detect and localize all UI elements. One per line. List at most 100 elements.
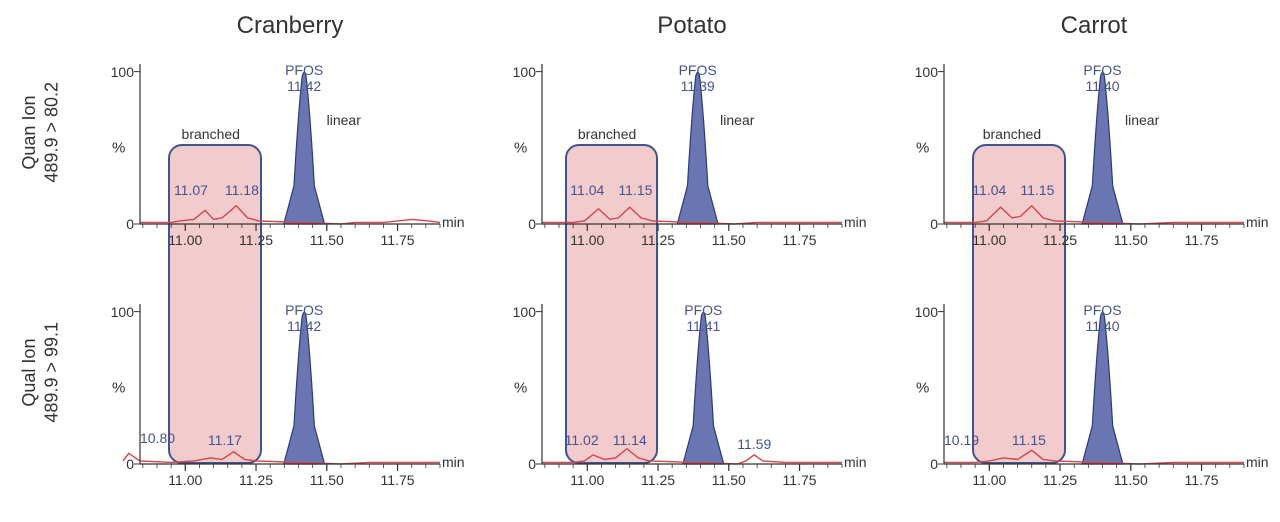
ytick-label: 100 [908,64,938,80]
ytick-label: 0 [908,456,938,472]
peak-annotation: 11.15 [1012,432,1046,448]
peak-annotation: 11.02 [565,432,599,448]
peak-annotation: PFOS [285,62,323,78]
chromatogram-panel: 010011.0011.2511.5011.75%minPFOS11.40lin… [904,54,1264,254]
xtick-label: 11.00 [972,472,1006,488]
column-title: Potato [657,12,726,40]
peak-annotation: 11.41 [686,318,720,334]
ytick-label: 0 [104,216,134,232]
chart-svg [100,294,460,494]
chart-svg [502,294,862,494]
peak-annotation: PFOS [1083,62,1121,78]
peak-annotation: 11.04 [972,182,1006,198]
x-axis-unit: min [1246,454,1269,470]
chromatogram-panel: 010011.0011.2511.5011.75%minPFOS11.4210.… [100,294,460,494]
pfos-peak [284,72,325,224]
peak-annotation: 10.19 [944,432,979,448]
xtick-label: 11.75 [381,232,415,248]
row-label: Qual Ion 489.9 > 99.1 [18,322,63,423]
x-axis-unit: min [844,454,867,470]
xtick-label: 11.50 [1114,232,1148,248]
xtick-label: 11.50 [1114,472,1148,488]
peak-annotation: 11.04 [570,182,604,198]
pfos-peak [683,312,724,464]
chromatogram-panel: 010011.0011.2511.5011.75%minPFOS11.4010.… [904,294,1264,494]
chart-svg [904,54,1264,254]
xtick-label: 11.75 [783,472,817,488]
peak-annotation: linear [720,112,754,128]
xtick-label: 11.50 [712,232,746,248]
xtick-label: 11.00 [168,232,202,248]
peak-annotation: PFOS [1083,302,1121,318]
peak-annotation: 11.40 [1085,78,1119,94]
chromatogram-panel: 010011.0011.2511.5011.75%minPFOS11.39lin… [502,54,862,254]
ytick-label: 0 [908,216,938,232]
peak-annotation: 11.59 [737,436,771,452]
row-label: Quan Ion 489.9 > 80.2 [18,82,63,183]
y-axis-label: % [916,139,929,156]
peak-annotation: 11.42 [287,318,321,334]
xtick-label: 11.75 [381,472,415,488]
xtick-label: 11.75 [783,232,817,248]
ytick-label: 100 [908,304,938,320]
column-title: Cranberry [237,12,344,40]
xtick-label: 11.75 [1185,472,1219,488]
y-axis-label: % [916,379,929,396]
peak-annotation: PFOS [285,302,323,318]
pfos-peak [284,312,325,464]
trace-line [123,452,440,464]
xtick-label: 11.50 [310,472,344,488]
peak-annotation: PFOS [684,302,722,318]
ytick-label: 0 [506,456,536,472]
xtick-label: 11.50 [310,232,344,248]
ytick-label: 100 [104,64,134,80]
xtick-label: 11.25 [641,472,675,488]
chromatogram-figure: Cranberry Potato Carrot Quan Ion 489.9 > 80… [0,0,1280,522]
chromatogram-panel: 010011.0011.2511.5011.75%minPFOS11.4111.… [502,294,862,494]
peak-annotation: 11.15 [1020,182,1054,198]
x-axis-unit: min [1246,214,1269,230]
pfos-peak [677,72,718,224]
chart-svg [100,54,460,254]
chromatogram-panel: 010011.0011.2511.5011.75%minPFOS11.42lin… [100,54,460,254]
xtick-label: 11.00 [570,472,604,488]
peak-annotation: branched [983,126,1041,142]
x-axis-unit: min [844,214,867,230]
chart-svg [904,294,1264,494]
peak-annotation: 11.42 [287,78,321,94]
peak-annotation: linear [1125,112,1159,128]
peak-annotation: 11.15 [618,182,652,198]
x-axis-unit: min [442,454,465,470]
peak-annotation: 11.14 [613,432,647,448]
xtick-label: 11.00 [972,232,1006,248]
peak-annotation: 11.07 [174,182,208,198]
peak-annotation: 11.40 [1085,318,1119,334]
xtick-label: 11.25 [239,232,273,248]
peak-annotation: 11.17 [208,432,242,448]
xtick-label: 11.25 [641,232,675,248]
pfos-peak [1082,72,1123,224]
peak-annotation: PFOS [679,62,717,78]
ytick-label: 100 [506,64,536,80]
ytick-label: 0 [506,216,536,232]
xtick-label: 11.25 [1043,232,1077,248]
ytick-label: 0 [104,456,134,472]
xtick-label: 11.00 [570,232,604,248]
peak-annotation: branched [182,126,240,142]
y-axis-label: % [514,139,527,156]
ytick-label: 100 [104,304,134,320]
peak-annotation: 11.39 [681,78,715,94]
peak-annotation: 11.18 [225,182,259,198]
y-axis-label: % [112,379,125,396]
xtick-label: 11.25 [1043,472,1077,488]
pfos-peak [1082,312,1123,464]
peak-annotation: branched [578,126,636,142]
y-axis-label: % [514,379,527,396]
peak-annotation: 10.80 [140,430,175,446]
peak-annotation: linear [327,112,361,128]
xtick-label: 11.00 [168,472,202,488]
x-axis-unit: min [442,214,465,230]
column-title: Carrot [1061,12,1128,40]
xtick-label: 11.25 [239,472,273,488]
xtick-label: 11.75 [1185,232,1219,248]
